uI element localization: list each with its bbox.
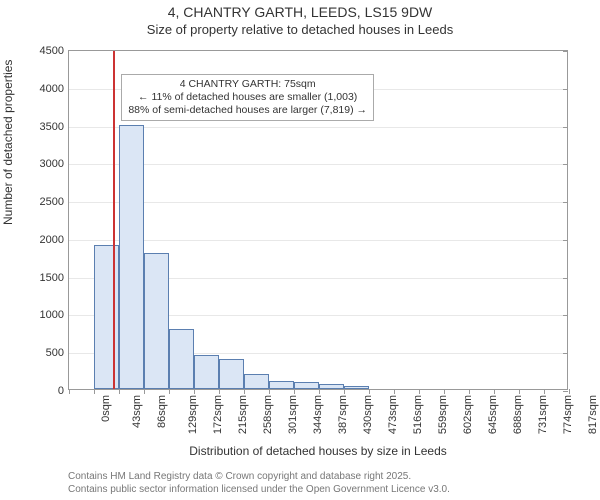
histogram-bar (269, 381, 294, 389)
x-tick-mark (394, 389, 395, 394)
y-tick-mark (563, 202, 568, 203)
y-tick-label: 4500 (40, 45, 69, 57)
y-tick-label: 2500 (40, 196, 69, 208)
histogram-bar (144, 253, 169, 389)
y-tick-mark (563, 127, 568, 128)
x-tick-mark (419, 389, 420, 394)
x-tick-label: 688sqm (512, 395, 524, 434)
histogram-bar (194, 355, 219, 389)
x-axis-label: Distribution of detached houses by size … (68, 444, 568, 458)
x-tick-label: 258sqm (262, 395, 274, 434)
x-tick-label: 774sqm (562, 395, 574, 434)
x-tick-mark (444, 389, 445, 394)
chart-title: 4, CHANTRY GARTH, LEEDS, LS15 9DW (0, 4, 600, 20)
y-tick-label: 3500 (40, 121, 69, 133)
x-tick-label: 301sqm (287, 395, 299, 434)
x-tick-label: 129sqm (187, 395, 199, 434)
x-tick-mark (569, 389, 570, 394)
x-tick-label: 215sqm (237, 395, 249, 434)
x-tick-mark (344, 389, 345, 394)
y-tick-label: 0 (58, 385, 69, 397)
histogram-bar (294, 382, 319, 389)
histogram-bar (169, 329, 194, 389)
x-tick-label: 473sqm (387, 395, 399, 434)
chart-subtitle: Size of property relative to detached ho… (0, 22, 600, 37)
x-tick-label: 817sqm (587, 395, 599, 434)
x-tick-mark (194, 389, 195, 394)
chart-title-block: 4, CHANTRY GARTH, LEEDS, LS15 9DW Size o… (0, 4, 600, 37)
y-tick-label: 500 (46, 347, 69, 359)
x-tick-mark (94, 389, 95, 394)
plot-area: 0500100015002000250030003500400045000sqm… (68, 50, 568, 390)
annotation-line-2: ← 11% of detached houses are smaller (1,… (128, 91, 367, 104)
property-marker-line (113, 51, 115, 389)
y-tick-label: 1000 (40, 309, 69, 321)
y-tick-mark (563, 89, 568, 90)
histogram-bar (344, 386, 369, 389)
y-tick-label: 4000 (40, 83, 69, 95)
x-tick-label: 387sqm (337, 395, 349, 434)
x-tick-label: 559sqm (437, 395, 449, 434)
annotation-box: 4 CHANTRY GARTH: 75sqm← 11% of detached … (121, 74, 374, 121)
x-tick-label: 645sqm (487, 395, 499, 434)
x-tick-label: 86sqm (156, 395, 168, 428)
x-tick-mark (369, 389, 370, 394)
x-tick-label: 430sqm (362, 395, 374, 434)
histogram-bar (319, 384, 344, 389)
x-tick-label: 0sqm (100, 395, 112, 422)
x-tick-mark (544, 389, 545, 394)
y-tick-label: 2000 (40, 234, 69, 246)
x-tick-mark (269, 389, 270, 394)
histogram-bar (119, 125, 144, 389)
y-tick-mark (563, 164, 568, 165)
x-tick-mark (319, 389, 320, 394)
y-tick-mark (563, 353, 568, 354)
x-tick-mark (144, 389, 145, 394)
y-tick-mark (563, 51, 568, 52)
annotation-line-1: 4 CHANTRY GARTH: 75sqm (128, 78, 367, 91)
x-tick-label: 516sqm (412, 395, 424, 434)
x-tick-mark (69, 389, 70, 394)
y-tick-mark (563, 278, 568, 279)
y-tick-mark (563, 315, 568, 316)
y-tick-mark (563, 391, 568, 392)
x-tick-mark (519, 389, 520, 394)
histogram-bar (219, 359, 244, 389)
x-tick-label: 344sqm (312, 395, 324, 434)
x-tick-label: 172sqm (212, 395, 224, 434)
y-tick-label: 3000 (40, 158, 69, 170)
x-tick-mark (119, 389, 120, 394)
x-tick-label: 43sqm (131, 395, 143, 428)
x-tick-mark (494, 389, 495, 394)
footer-attribution: Contains HM Land Registry data © Crown c… (68, 470, 450, 496)
footer-line-1: Contains HM Land Registry data © Crown c… (68, 470, 450, 483)
x-tick-label: 602sqm (462, 395, 474, 434)
x-tick-mark (294, 389, 295, 394)
y-axis-label: Number of detached properties (1, 60, 15, 225)
x-tick-mark (244, 389, 245, 394)
annotation-line-3: 88% of semi-detached houses are larger (… (128, 104, 367, 117)
histogram-bar (94, 245, 119, 389)
x-tick-mark (219, 389, 220, 394)
y-tick-label: 1500 (40, 272, 69, 284)
x-tick-mark (169, 389, 170, 394)
x-tick-label: 731sqm (537, 395, 549, 434)
x-tick-mark (469, 389, 470, 394)
footer-line-2: Contains public sector information licen… (68, 483, 450, 496)
histogram-bar (244, 374, 269, 389)
y-tick-mark (563, 240, 568, 241)
